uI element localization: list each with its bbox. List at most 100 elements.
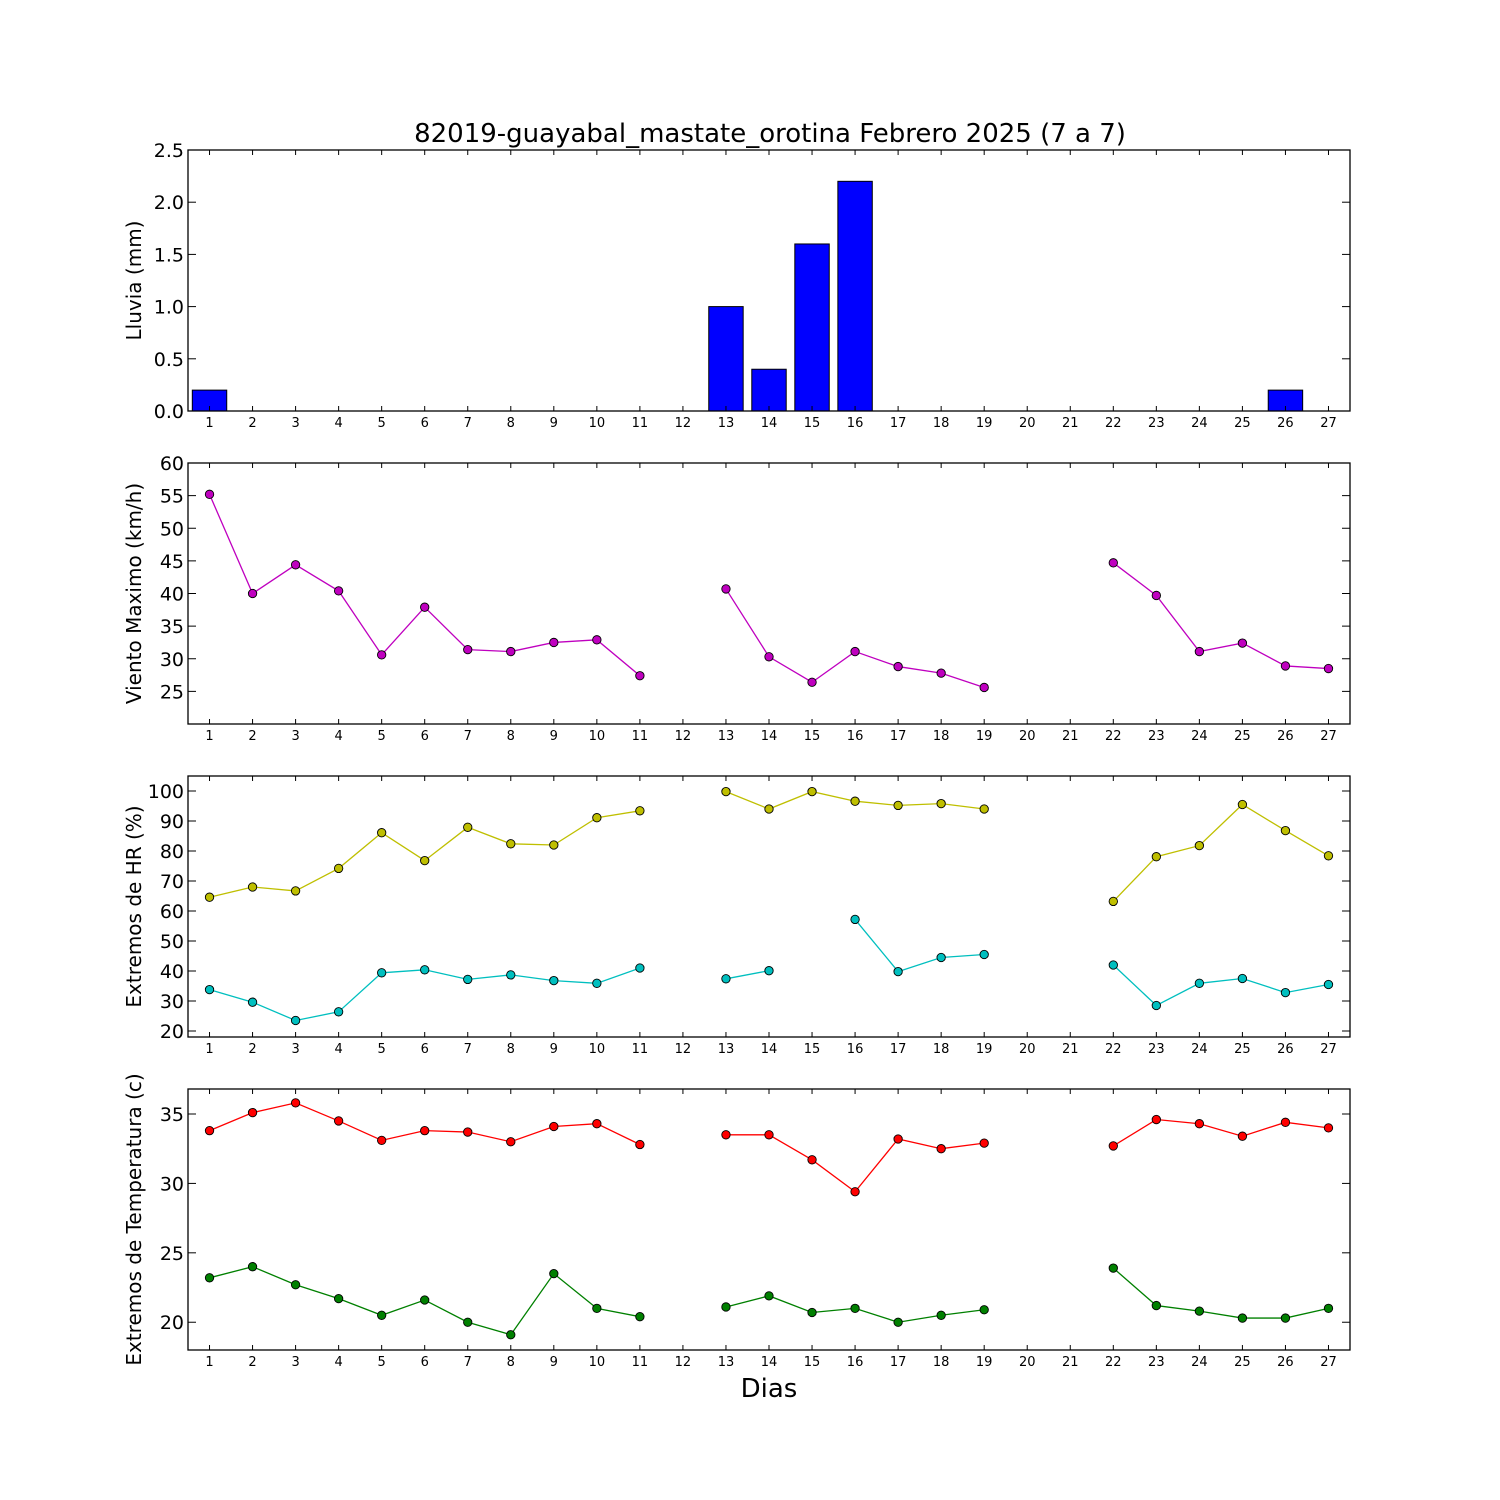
viento-series-0-line-2 <box>1112 562 1329 670</box>
lluvia-ytick-label-2: 1.0 <box>154 297 184 319</box>
hr-xtick-label-15: 15 <box>804 1042 821 1057</box>
temperatura-series-1-point-day-5 <box>377 1310 387 1320</box>
hr-series-1-point-day-13 <box>721 974 731 984</box>
hr-series-1-point-day-17 <box>893 966 903 977</box>
temperatura-series-1-point-day-11 <box>635 1312 645 1322</box>
temperatura-series-1-point-day-19 <box>979 1305 989 1315</box>
hr-xtick-label-26: 26 <box>1277 1042 1294 1057</box>
lluvia-xtick-label-10: 10 <box>589 416 606 431</box>
temperatura-xtick-label-2: 2 <box>248 1355 256 1370</box>
hr-xtick-label-13: 13 <box>718 1042 735 1057</box>
hr-series-0-point-day-5 <box>377 828 387 838</box>
viento-axes-frame <box>187 462 1351 725</box>
temperatura-series-1-point-day-22 <box>1108 1263 1118 1273</box>
hr-ytick-label-7: 90 <box>160 811 184 833</box>
hr-series-0-point-day-27 <box>1323 851 1334 861</box>
hr-series-0-point-day-19 <box>979 804 989 814</box>
hr-series-0-point-day-2 <box>247 882 258 892</box>
temperatura-series-1-point-day-24 <box>1194 1306 1205 1316</box>
hr-series-1-line-0 <box>209 967 641 1022</box>
temperatura-xtick-label-7: 7 <box>464 1355 472 1370</box>
temperatura-xtick-label-15: 15 <box>804 1355 821 1370</box>
hr-series-1-line-2 <box>854 918 985 973</box>
hr-xtick-label-20: 20 <box>1019 1042 1036 1057</box>
hr-series-0-point-day-10 <box>592 813 602 823</box>
viento-xtick-label-8: 8 <box>507 729 515 744</box>
viento-xtick-label-4: 4 <box>334 729 342 744</box>
hr-series-0-point-day-1 <box>204 892 215 902</box>
viento-xtick-label-27: 27 <box>1320 729 1337 744</box>
hr-series-0-point-day-26 <box>1280 825 1291 836</box>
viento-xtick-label-18: 18 <box>933 729 950 744</box>
temperatura-xtick-label-19: 19 <box>976 1355 993 1370</box>
temperatura-series-1-point-day-2 <box>247 1262 258 1272</box>
hr-series-1-point-day-25 <box>1237 973 1248 984</box>
temperatura-series-1-point-day-27 <box>1323 1303 1334 1314</box>
temperatura-series-1-point-day-3 <box>290 1280 301 1290</box>
hr-xtick-label-25: 25 <box>1234 1042 1251 1057</box>
temperatura-series-1-line-2 <box>1112 1267 1329 1319</box>
hr-xtick-label-19: 19 <box>976 1042 993 1057</box>
temperatura-series-1-point-day-14 <box>764 1291 774 1301</box>
hr-ytick-label-3: 50 <box>160 931 184 953</box>
temperatura-series-0-point-day-14 <box>764 1130 774 1140</box>
viento-ytick-label-0: 25 <box>160 681 184 703</box>
temperatura-series-1-point-day-25 <box>1237 1313 1248 1323</box>
hr-series-1-point-day-22 <box>1108 960 1118 970</box>
viento-xtick-label-26: 26 <box>1277 729 1294 744</box>
temperatura-series-0-point-day-17 <box>893 1134 903 1144</box>
hr-series-0-point-day-23 <box>1151 852 1161 862</box>
temperatura-y-axis-label: Extremos de Temperatura (c) <box>122 1073 146 1365</box>
temperatura-series-1-point-day-16 <box>850 1303 860 1314</box>
viento-xtick-label-21: 21 <box>1062 729 1079 744</box>
temperatura-ytick-label-3: 35 <box>160 1104 184 1126</box>
hr-xtick-label-14: 14 <box>761 1042 778 1057</box>
hr-series-1-point-day-16 <box>850 914 860 925</box>
viento-series-0-point-day-15 <box>807 677 817 687</box>
hr-series-0-point-day-25 <box>1237 799 1248 810</box>
max-wind-panel: 1 2 3 4 5 6 7 8 9 10 11 12 13 14 15 16 17 18 19 20 21 22 23 24 2… <box>122 453 1351 744</box>
hr-series-1-point-day-9 <box>549 975 559 986</box>
temperatura-xtick-label-11: 11 <box>632 1355 649 1370</box>
hr-xtick-label-18: 18 <box>933 1042 950 1057</box>
viento-xtick-label-2: 2 <box>248 729 256 744</box>
hr-xtick-label-27: 27 <box>1320 1042 1337 1057</box>
hr-ytick-label-5: 70 <box>160 871 184 893</box>
viento-ytick-label-4: 45 <box>160 551 184 573</box>
lluvia-ytick-label-5: 2.5 <box>154 140 184 162</box>
temperatura-series-0-point-day-22 <box>1108 1141 1118 1151</box>
hr-series-1-line-1 <box>725 970 770 980</box>
hr-series-0-point-day-18 <box>936 798 946 809</box>
hr-series-0-point-day-13 <box>721 786 731 797</box>
temperatura-series-0-point-day-27 <box>1323 1123 1334 1133</box>
lluvia-xtick-label-23: 23 <box>1148 416 1165 431</box>
lluvia-bar-day-14 <box>751 368 787 412</box>
viento-xtick-label-12: 12 <box>675 729 692 744</box>
hr-series-1-point-day-3 <box>290 1015 301 1026</box>
humidity-extremes-panel: 1 2 3 4 5 6 7 8 9 10 11 12 13 14 15 16 17 18 19 20 21 22 23 24 2… <box>122 775 1351 1057</box>
hr-series-1-point-day-6 <box>420 965 430 975</box>
lluvia-xtick-label-27: 27 <box>1320 416 1337 431</box>
hr-xtick-label-24: 24 <box>1191 1042 1208 1057</box>
hr-axes-frame <box>187 775 1351 1038</box>
lluvia-y-axis-label: Lluvia (mm) <box>122 221 146 341</box>
viento-xtick-label-5: 5 <box>378 729 386 744</box>
temperatura-xtick-label-9: 9 <box>550 1355 558 1370</box>
viento-xtick-label-1: 1 <box>205 729 213 744</box>
hr-series-0-point-day-14 <box>764 804 774 814</box>
lluvia-ytick-label-3: 1.5 <box>154 244 184 266</box>
temperatura-series-1-point-day-9 <box>549 1268 559 1279</box>
lluvia-xtick-label-6: 6 <box>421 416 429 431</box>
viento-series-0-point-day-5 <box>377 650 387 660</box>
temperatura-series-0-line-1 <box>725 1134 985 1193</box>
viento-ytick-label-3: 40 <box>160 584 184 606</box>
temperatura-series-1-point-day-4 <box>333 1293 344 1304</box>
temperatura-xtick-label-16: 16 <box>847 1355 864 1370</box>
temperatura-xtick-label-12: 12 <box>675 1355 692 1370</box>
viento-series-0-point-day-7 <box>463 644 473 655</box>
hr-ytick-label-6: 80 <box>160 841 184 863</box>
hr-ytick-label-1: 30 <box>160 991 184 1013</box>
temperatura-xtick-label-8: 8 <box>507 1355 515 1370</box>
temperatura-series-1-point-day-23 <box>1151 1300 1161 1311</box>
